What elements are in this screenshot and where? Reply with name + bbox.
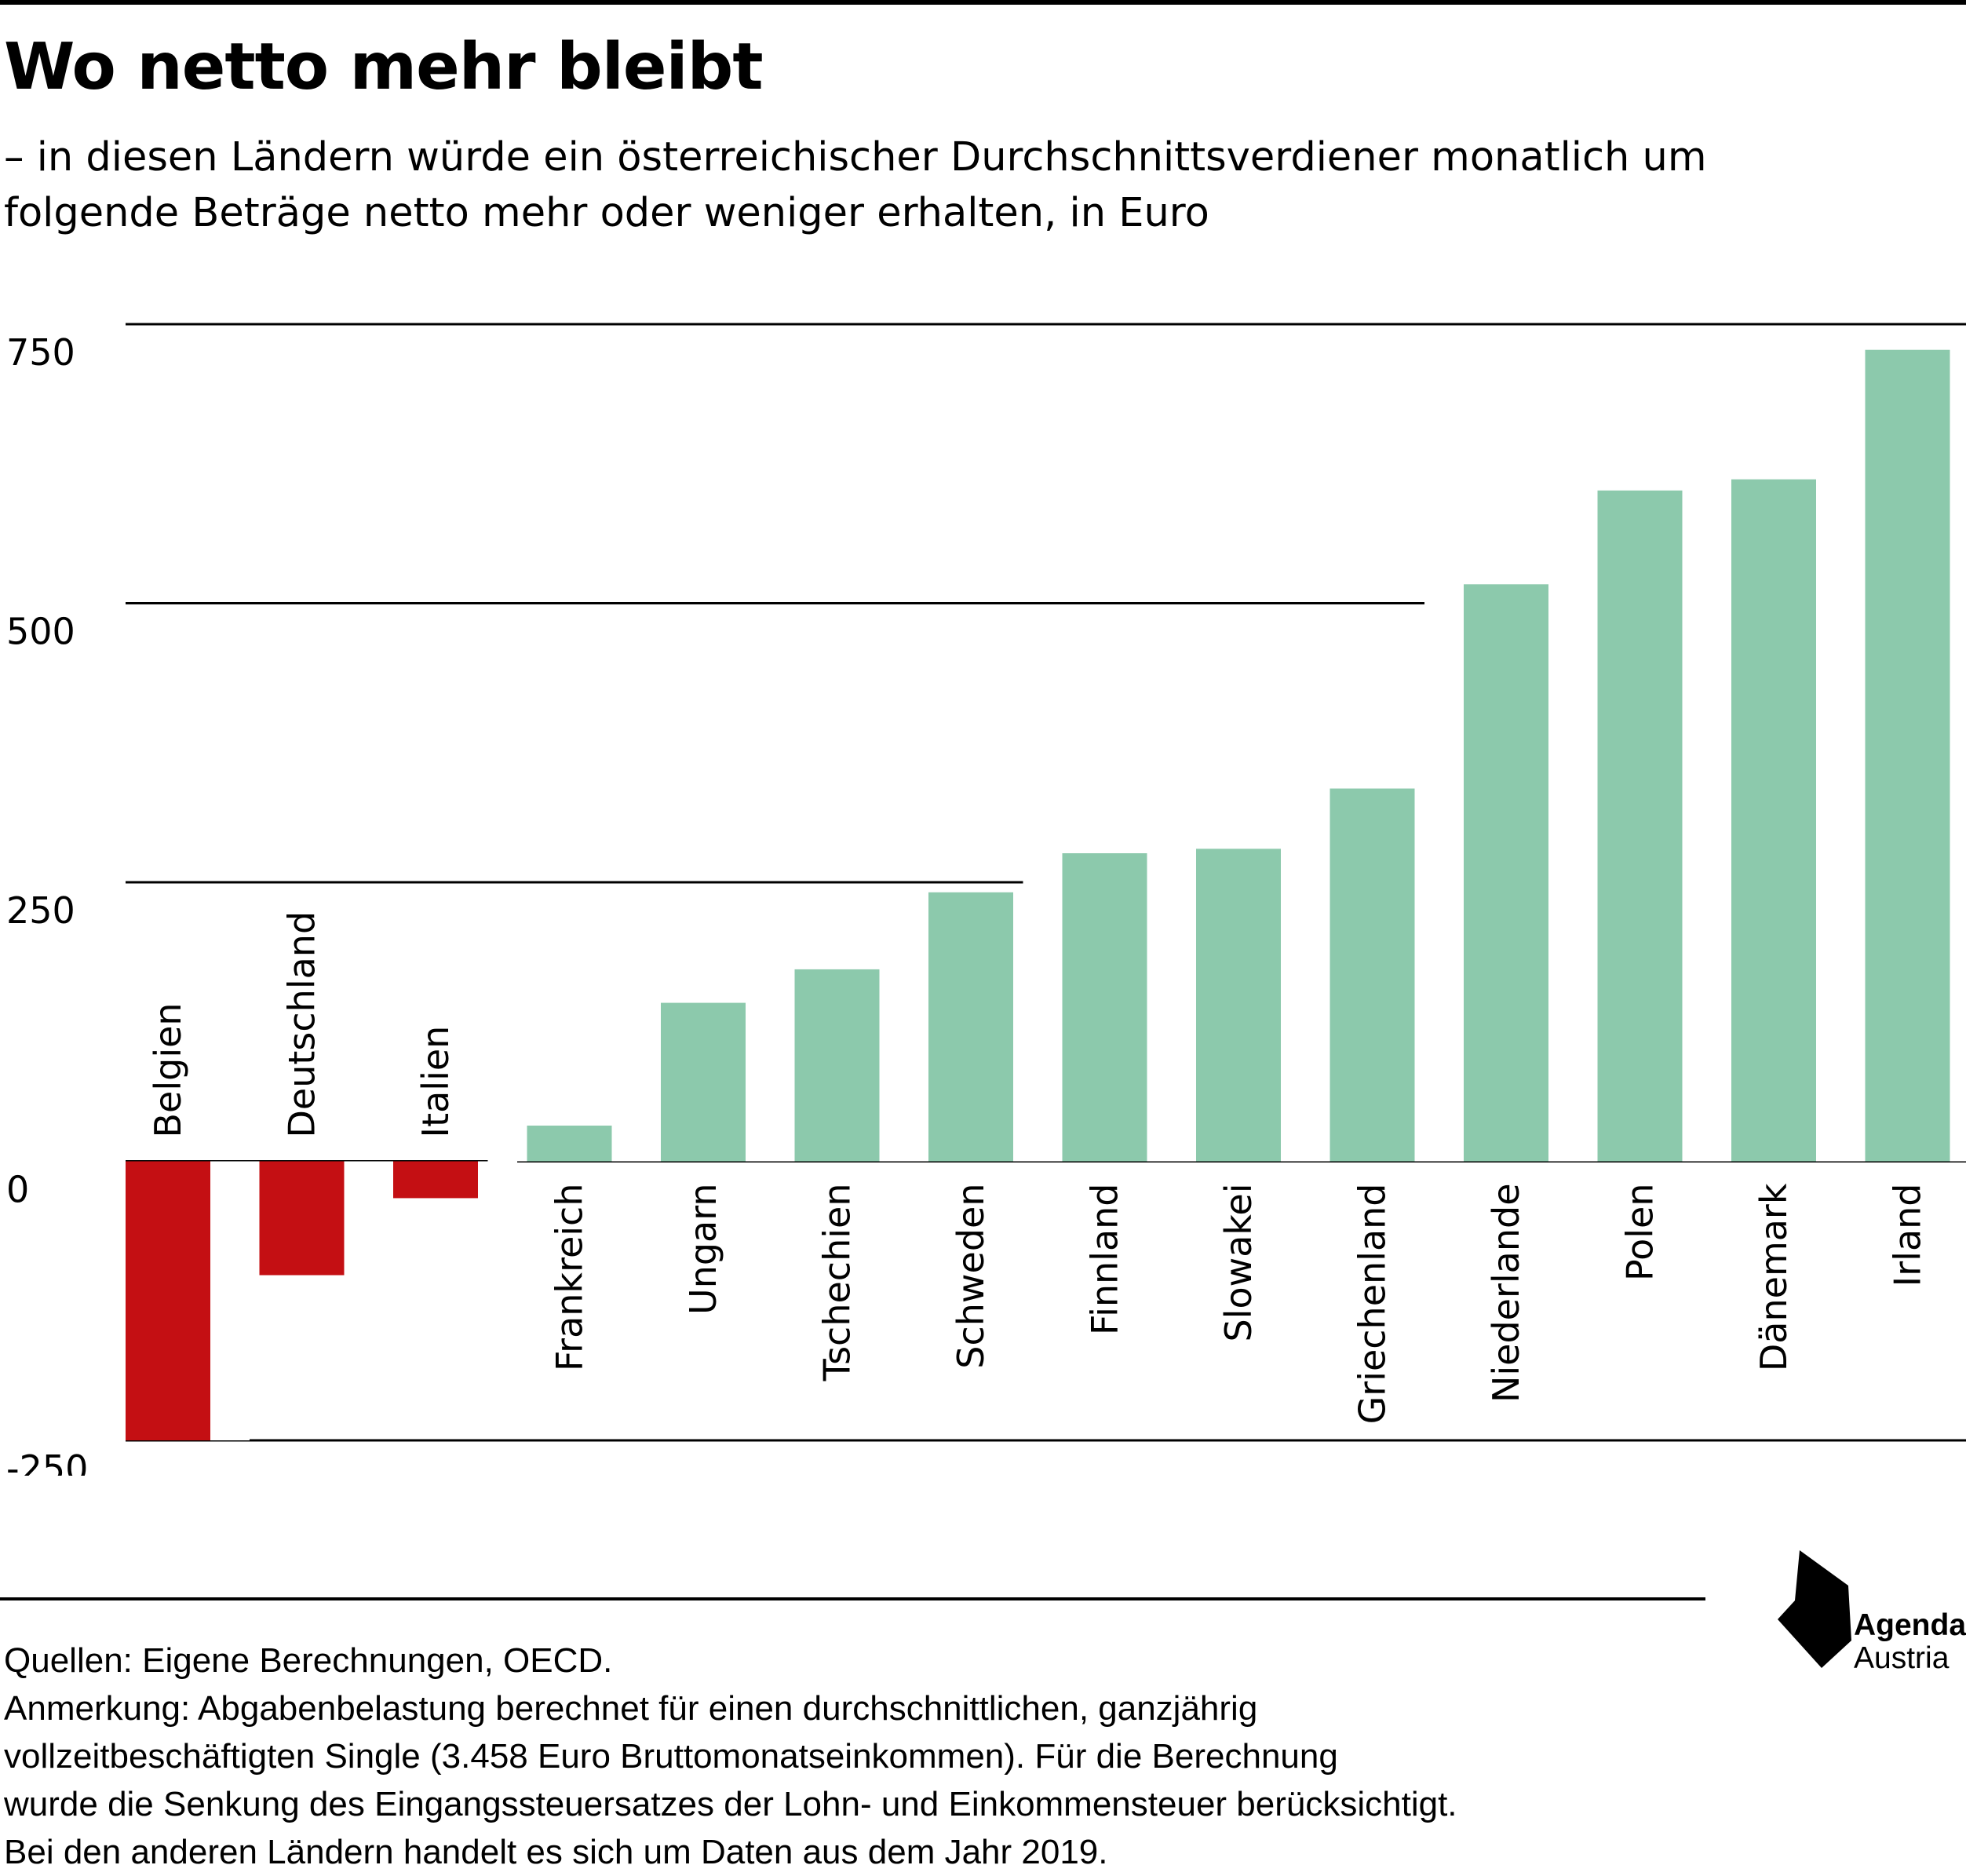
- logo-name: Agenda: [1854, 1609, 1966, 1642]
- source-line: Quellen: Eigene Berechnungen, OECD.: [4, 1637, 1778, 1684]
- y-tick-label: 250: [6, 889, 75, 932]
- category-label: Irland: [1887, 1184, 1929, 1287]
- top-rule: [0, 0, 1966, 5]
- bar: [1866, 350, 1950, 1162]
- y-tick-label: 500: [6, 611, 75, 653]
- category-label: Dänemark: [1753, 1183, 1795, 1371]
- bar: [527, 1126, 612, 1162]
- category-label: Schweden: [950, 1184, 992, 1369]
- category-label: Frankreich: [549, 1184, 591, 1371]
- note-line: wurde die Senkung des Eingangssteuersatz…: [4, 1780, 1778, 1828]
- category-label: Deutschland: [281, 911, 323, 1138]
- bar: [1598, 491, 1683, 1162]
- bar-layer: [86, 350, 1966, 1440]
- bar: [1063, 853, 1147, 1161]
- chart-subtitle: – in diesen Ländern würde ein österreich…: [4, 130, 1731, 241]
- bar-chart: 750 500 250 0 -250 Belgien Deutschland Italien…: [0, 298, 1966, 1476]
- bottom-rule: [0, 1597, 1705, 1600]
- y-axis-tick-labels: 750 500 250 0 -250: [6, 331, 88, 1476]
- category-label: Griechenland: [1351, 1184, 1394, 1425]
- category-label: Niederlande: [1485, 1184, 1527, 1403]
- category-label: Polen: [1619, 1184, 1661, 1281]
- category-label: Slowakei: [1217, 1184, 1260, 1342]
- category-label: Ungarn: [682, 1184, 724, 1315]
- bar: [260, 1162, 345, 1276]
- bar: [795, 969, 880, 1162]
- logo-sub: Austria: [1854, 1642, 1949, 1675]
- source-notes: Quellen: Eigene Berechnungen, OECD. Anme…: [4, 1637, 1778, 1876]
- y-tick-label: 0: [6, 1169, 29, 1211]
- bar: [661, 1003, 746, 1162]
- note-line: Anmerkung: Abgabenbelastung berechnet fü…: [4, 1684, 1778, 1732]
- category-label: Belgien: [147, 1002, 189, 1137]
- y-tick-label: 750: [6, 331, 75, 374]
- bar: [1330, 789, 1415, 1162]
- bar: [1464, 584, 1548, 1161]
- y-tick-label: -250: [6, 1447, 88, 1476]
- category-label: Italien: [414, 1026, 457, 1138]
- bar: [928, 892, 1013, 1162]
- category-label: Tschechien: [816, 1184, 859, 1382]
- bar: [1731, 480, 1816, 1162]
- bar: [393, 1162, 478, 1199]
- bar: [126, 1162, 210, 1441]
- category-label: Finnland: [1084, 1184, 1126, 1336]
- note-line: vollzeitbeschäftigten Single (3.458 Euro…: [4, 1732, 1778, 1780]
- chart-title: Wo netto mehr bleibt: [4, 30, 763, 104]
- bar: [1196, 849, 1281, 1161]
